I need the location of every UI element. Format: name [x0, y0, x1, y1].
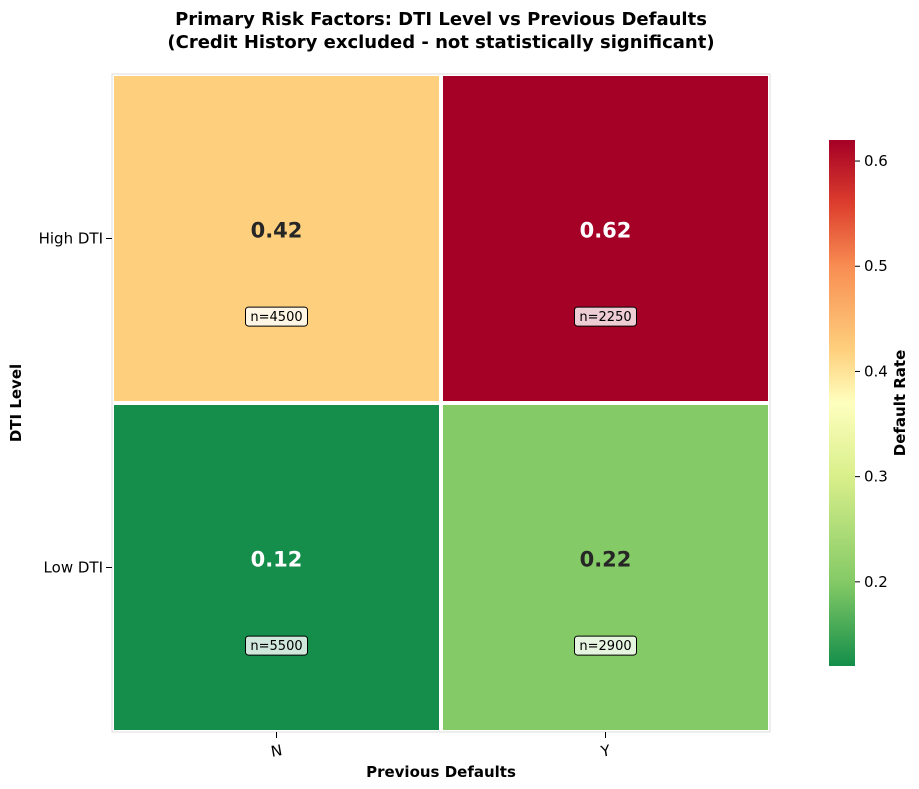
heatmap-cell — [441, 403, 770, 732]
cell-count-label: n=5500 — [250, 639, 302, 654]
cell-count-badge: n=2900 — [574, 635, 637, 656]
cell-count-box — [574, 635, 637, 656]
colorbar-tick-label: 0.2 — [864, 573, 888, 591]
cell-value-label: 0.22 — [580, 548, 632, 572]
cell-count-box — [574, 306, 637, 327]
cell-count-badge: n=4500 — [245, 306, 308, 327]
colorbar-tick-label: 0.3 — [864, 468, 888, 486]
cell-count-badge: n=2250 — [574, 306, 637, 327]
cell-count-box — [245, 635, 308, 656]
x-tick-label: N — [269, 741, 283, 761]
plot-frame — [111, 73, 771, 733]
cell-count-label: n=2250 — [579, 310, 631, 325]
colorbar-tick-label: 0.5 — [864, 257, 888, 275]
cell-count-label: n=2900 — [579, 639, 631, 654]
y-axis: High DTI Low DTI — [39, 230, 112, 577]
colorbar-axis: 0.2 0.3 0.4 0.5 0.6 — [855, 152, 888, 591]
y-tick-label: Low DTI — [44, 559, 103, 577]
cell-count-badge: n=5500 — [245, 635, 308, 656]
colorbar-tick-label: 0.6 — [864, 152, 888, 170]
colorbar-tick-label: 0.4 — [864, 362, 888, 380]
chart-title: Primary Risk Factors: DTI Level vs Previ… — [175, 9, 707, 30]
cell-value-label: 0.12 — [251, 548, 303, 572]
colorbar — [829, 140, 855, 666]
chart-subtitle: (Credit History excluded - not statistic… — [167, 32, 714, 53]
heatmap-cell — [441, 74, 770, 403]
x-axis-label: Previous Defaults — [366, 763, 516, 781]
cell-count-box — [245, 306, 308, 327]
heatmap-cells: 0.42 n=4500 0.62 n=2250 0.12 n=5500 0.22 n=2900 — [112, 74, 770, 732]
heatmap-cell — [112, 403, 441, 732]
colorbar-label: Default Rate — [891, 350, 909, 457]
cell-count-label: n=4500 — [250, 310, 302, 325]
cell-value-label: 0.42 — [251, 219, 303, 243]
y-tick-label: High DTI — [39, 230, 103, 248]
x-tick-label: Y — [598, 741, 612, 761]
y-axis-label: DTI Level — [7, 364, 25, 442]
heatmap-cell — [112, 74, 441, 403]
cell-value-label: 0.62 — [580, 219, 632, 243]
